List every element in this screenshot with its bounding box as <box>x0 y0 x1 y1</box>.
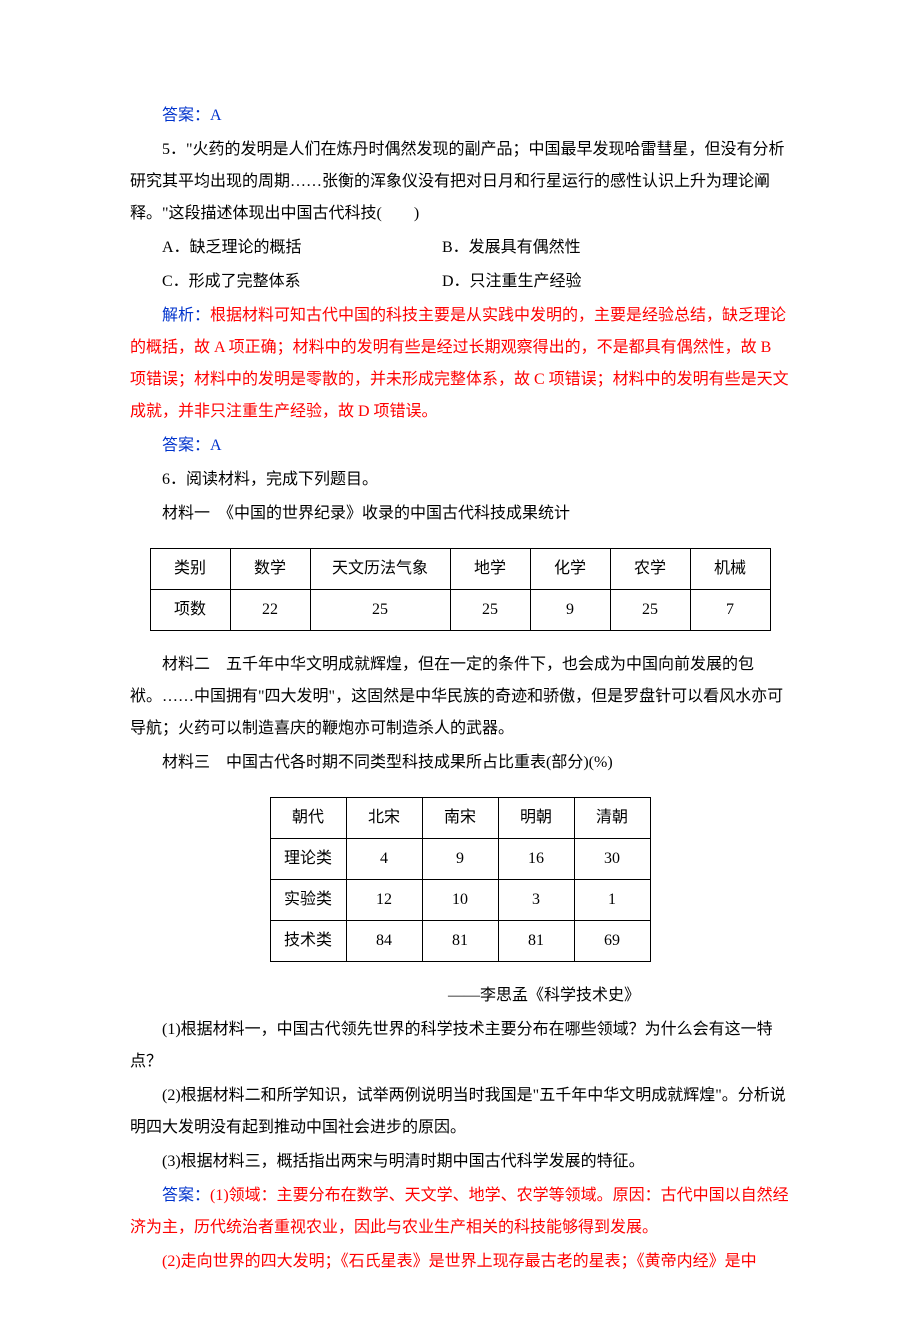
table-1: 类别 数学 天文历法气象 地学 化学 农学 机械 项数 22 25 25 9 2… <box>150 548 771 631</box>
table-row: 理论类 4 9 16 30 <box>270 839 650 880</box>
t2-r23: 81 <box>498 921 574 962</box>
q5-option-c: C．形成了完整体系 <box>130 266 410 298</box>
t1-h5: 农学 <box>610 549 690 590</box>
t2-h1: 北宋 <box>346 798 422 839</box>
q5-option-b: B．发展具有偶然性 <box>410 232 581 264</box>
q6-stem: 6．阅读材料，完成下列题目。 <box>130 464 790 496</box>
q5-stem: 5．"火药的发明是人们在炼丹时偶然发现的副产品；中国最早发现哈雷彗星，但没有分析… <box>130 134 790 230</box>
t1-h4: 化学 <box>530 549 610 590</box>
t1-h0: 类别 <box>150 549 230 590</box>
t2-r20: 技术类 <box>270 921 346 962</box>
table-row: 项数 22 25 25 9 25 7 <box>150 590 770 631</box>
answer-4: 答案：A <box>130 100 790 132</box>
t2-r24: 69 <box>574 921 650 962</box>
t2-r02: 9 <box>422 839 498 880</box>
t2-h4: 清朝 <box>574 798 650 839</box>
table-row: 类别 数学 天文历法气象 地学 化学 农学 机械 <box>150 549 770 590</box>
t1-h3: 地学 <box>450 549 530 590</box>
answer1-text: (1)领域：主要分布在数学、天文学、地学、农学等领域。原因：古代中国以自然经济为… <box>130 1187 789 1236</box>
q5-options-row1: A．缺乏理论的概括 B．发展具有偶然性 <box>130 232 790 264</box>
analysis-text: 根据材料可知古代中国的科技主要是从实践中发明的，主要是经验总结，缺乏理论的概括，… <box>130 307 789 420</box>
t2-h0: 朝代 <box>270 798 346 839</box>
material3-title: 材料三 中国古代各时期不同类型科技成果所占比重表(部分)(%) <box>130 747 790 779</box>
t2-r13: 3 <box>498 880 574 921</box>
q5-option-a: A．缺乏理论的概括 <box>130 232 410 264</box>
t1-r2: 25 <box>310 590 450 631</box>
q6-sub1: (1)根据材料一，中国古代领先世界的科学技术主要分布在哪些领域？为什么会有这一特… <box>130 1014 790 1078</box>
t1-h2: 天文历法气象 <box>310 549 450 590</box>
q5-answer: 答案：A <box>130 430 790 462</box>
material1-title: 材料一 《中国的世界纪录》收录的中国古代科技成果统计 <box>130 498 790 530</box>
q6-answer2: (2)走向世界的四大发明；《石氏星表》是世界上现存最古老的星表；《黄帝内经》是中 <box>130 1246 790 1278</box>
t2-r11: 12 <box>346 880 422 921</box>
t2-h3: 明朝 <box>498 798 574 839</box>
t2-h2: 南宋 <box>422 798 498 839</box>
q6-sub2: (2)根据材料二和所学知识，试举两例说明当时我国是"五千年中华文明成就辉煌"。分… <box>130 1080 790 1144</box>
t2-r04: 30 <box>574 839 650 880</box>
t1-r3: 25 <box>450 590 530 631</box>
t2-r22: 81 <box>422 921 498 962</box>
q5-option-d: D．只注重生产经验 <box>410 266 582 298</box>
source-citation: ——李思孟《科学技术史》 <box>130 980 790 1012</box>
q6-answer1: 答案：(1)领域：主要分布在数学、天文学、地学、农学等领域。原因：古代中国以自然… <box>130 1180 790 1244</box>
t2-r01: 4 <box>346 839 422 880</box>
q5-analysis: 解析：根据材料可知古代中国的科技主要是从实践中发明的，主要是经验总结，缺乏理论的… <box>130 300 790 428</box>
t2-r03: 16 <box>498 839 574 880</box>
t1-r5: 25 <box>610 590 690 631</box>
table-row: 技术类 84 81 81 69 <box>270 921 650 962</box>
t2-r10: 实验类 <box>270 880 346 921</box>
t2-r14: 1 <box>574 880 650 921</box>
t2-r12: 10 <box>422 880 498 921</box>
table-2: 朝代 北宋 南宋 明朝 清朝 理论类 4 9 16 30 实验类 12 10 3… <box>270 797 651 962</box>
q5-options-row2: C．形成了完整体系 D．只注重生产经验 <box>130 266 790 298</box>
t2-r00: 理论类 <box>270 839 346 880</box>
t1-r6: 7 <box>690 590 770 631</box>
t1-h6: 机械 <box>690 549 770 590</box>
analysis-label: 解析： <box>162 307 210 324</box>
answer-label: 答案： <box>162 1187 210 1204</box>
t1-r0: 项数 <box>150 590 230 631</box>
t1-r4: 9 <box>530 590 610 631</box>
t1-r1: 22 <box>230 590 310 631</box>
table-row: 朝代 北宋 南宋 明朝 清朝 <box>270 798 650 839</box>
t2-r21: 84 <box>346 921 422 962</box>
t1-h1: 数学 <box>230 549 310 590</box>
q6-sub3: (3)根据材料三，概括指出两宋与明清时期中国古代科学发展的特征。 <box>130 1146 790 1178</box>
material2-text: 材料二 五千年中华文明成就辉煌，但在一定的条件下，也会成为中国向前发展的包袱。…… <box>130 649 790 745</box>
table-row: 实验类 12 10 3 1 <box>270 880 650 921</box>
